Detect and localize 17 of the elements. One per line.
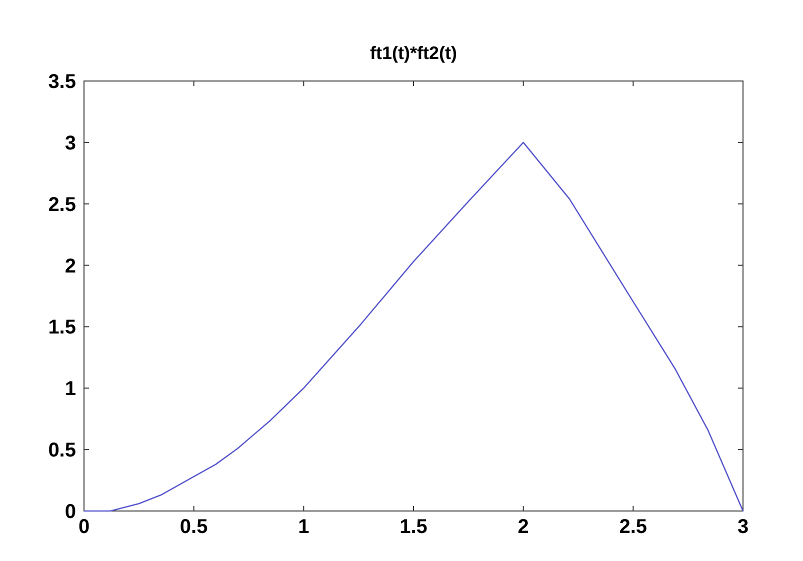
x-tick-label: 0 [78, 516, 90, 538]
x-tick-label: 1 [298, 516, 310, 538]
y-tick-label: 0.5 [48, 440, 76, 462]
x-tick-label: 3 [737, 516, 749, 538]
y-tick-label: 3.5 [48, 71, 76, 93]
x-tick-label: 2.5 [619, 516, 648, 538]
x-tick-label: 2 [518, 516, 529, 538]
y-tick-label: 1.5 [48, 316, 76, 339]
x-tick-label: 0.5 [180, 516, 208, 538]
y-tick-label: 3 [64, 132, 76, 154]
x-tick-label: 1.5 [400, 516, 428, 538]
y-tick-label: 2.5 [48, 194, 76, 216]
chart-title: ft1(t)*ft2(t) [370, 43, 457, 63]
line-series [83, 142, 744, 512]
y-tick-label: 1 [64, 378, 76, 400]
y-tick-label: 0 [64, 501, 76, 523]
y-tick-label: 2 [64, 255, 76, 278]
